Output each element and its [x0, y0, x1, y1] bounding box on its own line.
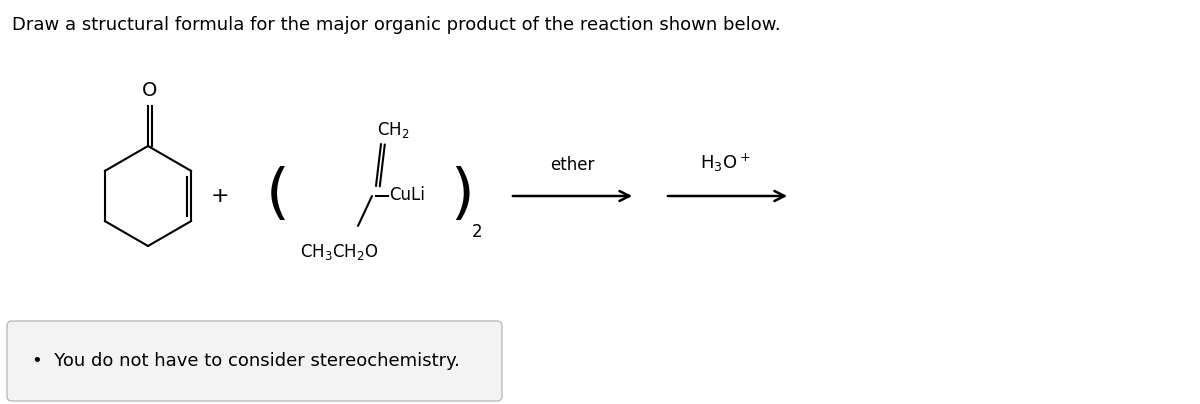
Text: ): )	[450, 166, 474, 225]
Text: Draw a structural formula for the major organic product of the reaction shown be: Draw a structural formula for the major …	[12, 16, 781, 34]
Text: CH$_2$: CH$_2$	[377, 120, 409, 140]
Text: CH$_3$CH$_2$O: CH$_3$CH$_2$O	[300, 242, 378, 262]
Text: •  You do not have to consider stereochemistry.: • You do not have to consider stereochem…	[32, 352, 460, 370]
Text: 2: 2	[472, 223, 482, 241]
FancyBboxPatch shape	[7, 321, 502, 401]
Text: CuLi: CuLi	[389, 186, 425, 204]
Text: (: (	[266, 166, 290, 225]
Text: +: +	[211, 186, 229, 206]
Text: H$_3$O$^+$: H$_3$O$^+$	[700, 152, 750, 174]
Text: ether: ether	[550, 156, 594, 174]
Text: O: O	[143, 81, 157, 100]
